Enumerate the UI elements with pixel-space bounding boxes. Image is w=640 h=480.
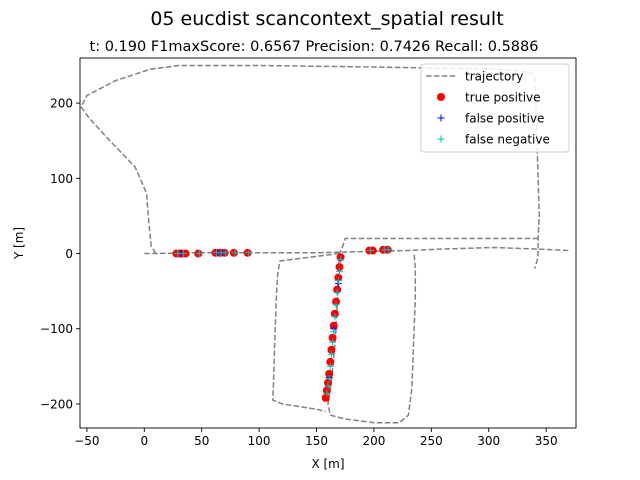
- x-tick-label: 150: [305, 434, 328, 448]
- legend-label: false positive: [465, 112, 544, 126]
- false-negative-point: [331, 313, 339, 321]
- legend-swatch-circle: [437, 93, 445, 101]
- false-negative-point: [324, 382, 332, 390]
- y-axis: −200 −100 0 100 200: [40, 97, 80, 411]
- legend-label: trajectory: [465, 70, 523, 84]
- false-negative-point: [195, 250, 203, 258]
- legend-label: true positive: [465, 91, 541, 105]
- legend-item-false-positive: false positive: [437, 112, 544, 126]
- legend-swatch-plus: [437, 135, 445, 143]
- trajectory-line: [327, 237, 539, 424]
- chart-subtitle: t: 0.190 F1maxScore: 0.6567 Precision: 0…: [90, 39, 539, 55]
- x-tick-label: 200: [362, 434, 385, 448]
- trajectory-line: [80, 64, 541, 269]
- false-negative-point: [335, 268, 343, 276]
- false-negative-point: [333, 289, 341, 297]
- x-tick-label: −50: [74, 434, 99, 448]
- legend-item-trajectory: trajectory: [426, 70, 523, 84]
- y-tick-label: −100: [40, 322, 73, 336]
- y-tick-label: 100: [50, 172, 73, 186]
- false-negative-point: [245, 249, 253, 257]
- false-negative-point: [231, 249, 239, 257]
- false-negative-point: [337, 256, 345, 264]
- x-tick-label: 0: [140, 434, 148, 448]
- legend-item-false-negative: false negative: [437, 133, 550, 147]
- y-tick-label: 0: [65, 247, 73, 261]
- false-negative-point: [222, 249, 230, 257]
- x-tick-label: 350: [535, 434, 558, 448]
- x-axis: −50 0 50 100 150 200 250 300 350: [74, 428, 558, 448]
- false-negative-point: [332, 301, 340, 309]
- x-tick-label: 50: [194, 434, 209, 448]
- data-layer: [80, 64, 570, 424]
- x-tick-label: 300: [477, 434, 500, 448]
- false-negative-point: [325, 374, 333, 382]
- true-positive-point: [325, 369, 334, 378]
- x-axis-label: X [m]: [311, 457, 344, 471]
- true-positive-point: [326, 357, 335, 366]
- false-negative-point: [327, 350, 335, 358]
- legend-item-true-positive: true positive: [437, 91, 541, 105]
- trajectory-line: [272, 252, 340, 413]
- chart-title: 05 eucdist scancontext_spatial result: [150, 8, 503, 30]
- true-positive-point: [335, 263, 344, 272]
- y-tick-label: −200: [40, 397, 73, 411]
- false-negative-point: [179, 250, 187, 258]
- false-negative-point: [326, 362, 334, 370]
- true-positive-point: [327, 345, 336, 354]
- false-negative-point: [366, 247, 374, 255]
- false-negative-point: [330, 328, 338, 336]
- y-axis-label: Y [m]: [12, 227, 26, 260]
- legend: trajectory true positive false positive fal…: [420, 63, 570, 153]
- trajectory-series: [80, 64, 570, 424]
- x-tick-label: 100: [248, 434, 271, 448]
- y-tick-label: 200: [50, 97, 73, 111]
- false-negative-point: [334, 277, 342, 285]
- plot-frame: [79, 57, 577, 429]
- legend-label: false negative: [465, 133, 550, 147]
- false-negative-point: [329, 338, 337, 346]
- false-negative-point: [323, 389, 331, 397]
- true-positive-point: [328, 333, 337, 342]
- trajectory-line: [144, 246, 570, 255]
- legend-box: [420, 63, 570, 153]
- x-tick-label: 250: [420, 434, 443, 448]
- true-positive-point: [321, 393, 330, 402]
- false-negative-point: [385, 246, 393, 254]
- legend-swatch-plus: [437, 114, 445, 122]
- false-negative-series: [174, 246, 393, 397]
